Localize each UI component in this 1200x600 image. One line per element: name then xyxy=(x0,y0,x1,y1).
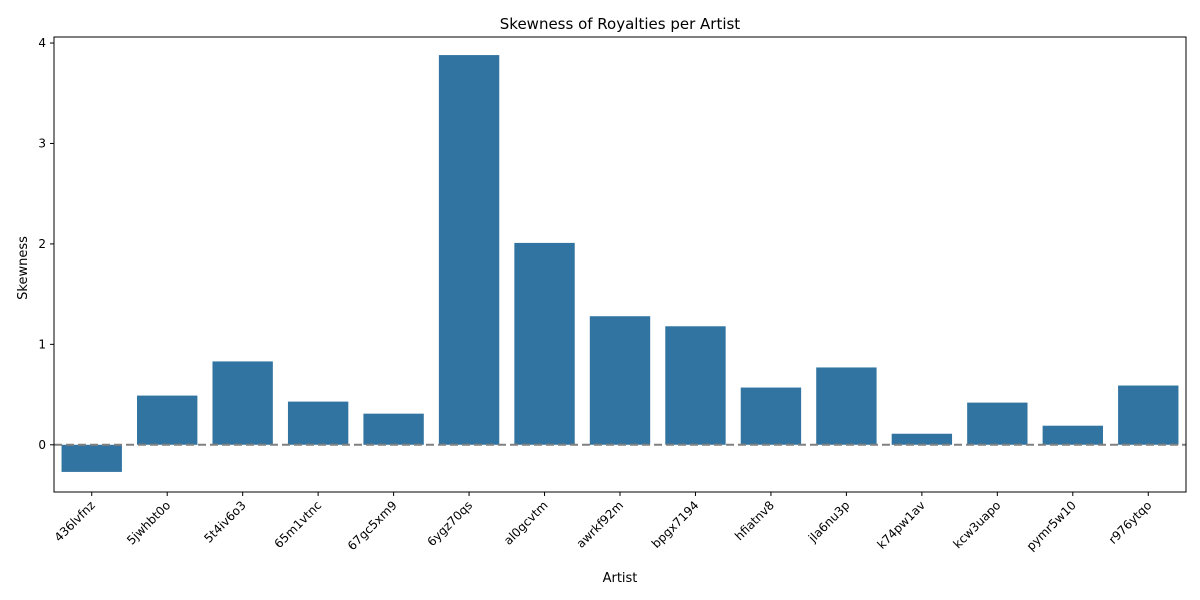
x-tick-label: kcw3uapo xyxy=(950,498,1003,551)
bar-67gc5xm9 xyxy=(363,413,424,445)
x-tick-label: jla6nu3p xyxy=(805,498,852,545)
bar-436lvfnz xyxy=(61,444,122,472)
y-tick-label: 3 xyxy=(38,136,46,150)
bar-r976ytqo xyxy=(1118,385,1179,445)
x-tick-label: 67gc5xm9 xyxy=(345,498,400,553)
x-tick-label: pymr5w10 xyxy=(1024,498,1079,553)
bar-jla6nu3p xyxy=(816,367,877,445)
bar-awrkf92m xyxy=(589,316,651,445)
bar-hfiatnv8 xyxy=(740,387,802,445)
x-tick-label: bpgx7194 xyxy=(649,498,702,551)
x-axis: 436lvfnz 5jwhbt0o 5t4iv6o3 65m1vtnc 67gc5xm9… xyxy=(52,492,1155,553)
y-tick-label: 0 xyxy=(38,438,46,452)
x-axis-label: Artist xyxy=(603,571,638,586)
x-tick-label: k74pw1av xyxy=(874,498,928,552)
x-tick-label: 5jwhbt0o xyxy=(124,498,173,547)
y-axis: 0 1 2 3 4 xyxy=(38,36,54,452)
x-tick-label: awrkf92m xyxy=(574,498,626,550)
bar-5jwhbt0o xyxy=(137,395,198,445)
bar-kcw3uapo xyxy=(967,402,1028,445)
bar-k74pw1av xyxy=(891,433,953,445)
y-tick-label: 2 xyxy=(38,237,46,251)
bar-5t4iv6o3 xyxy=(212,361,273,445)
y-axis-label: Skewness xyxy=(16,236,31,300)
x-tick-label: al0gcvtm xyxy=(501,498,551,548)
x-tick-label: 65m1vtnc xyxy=(271,498,324,551)
x-tick-label: hfiatnv8 xyxy=(732,498,777,543)
bar-6ygz70qs xyxy=(438,55,500,445)
x-tick-label: 436lvfnz xyxy=(52,498,98,544)
bar-al0gcvtm xyxy=(514,242,575,445)
y-tick-label: 1 xyxy=(38,337,46,351)
chart-title: Skewness of Royalties per Artist xyxy=(500,15,741,33)
y-tick-label: 4 xyxy=(38,36,46,50)
x-tick-label: 5t4iv6o3 xyxy=(201,498,248,545)
x-tick-label: r976ytqo xyxy=(1106,498,1155,547)
bar-65m1vtnc xyxy=(287,401,349,445)
x-tick-label: 6ygz70qs xyxy=(424,498,475,549)
bar-bpgx7194 xyxy=(665,326,726,445)
bars-group xyxy=(61,55,1179,472)
bar-pymr5w10 xyxy=(1042,425,1103,445)
